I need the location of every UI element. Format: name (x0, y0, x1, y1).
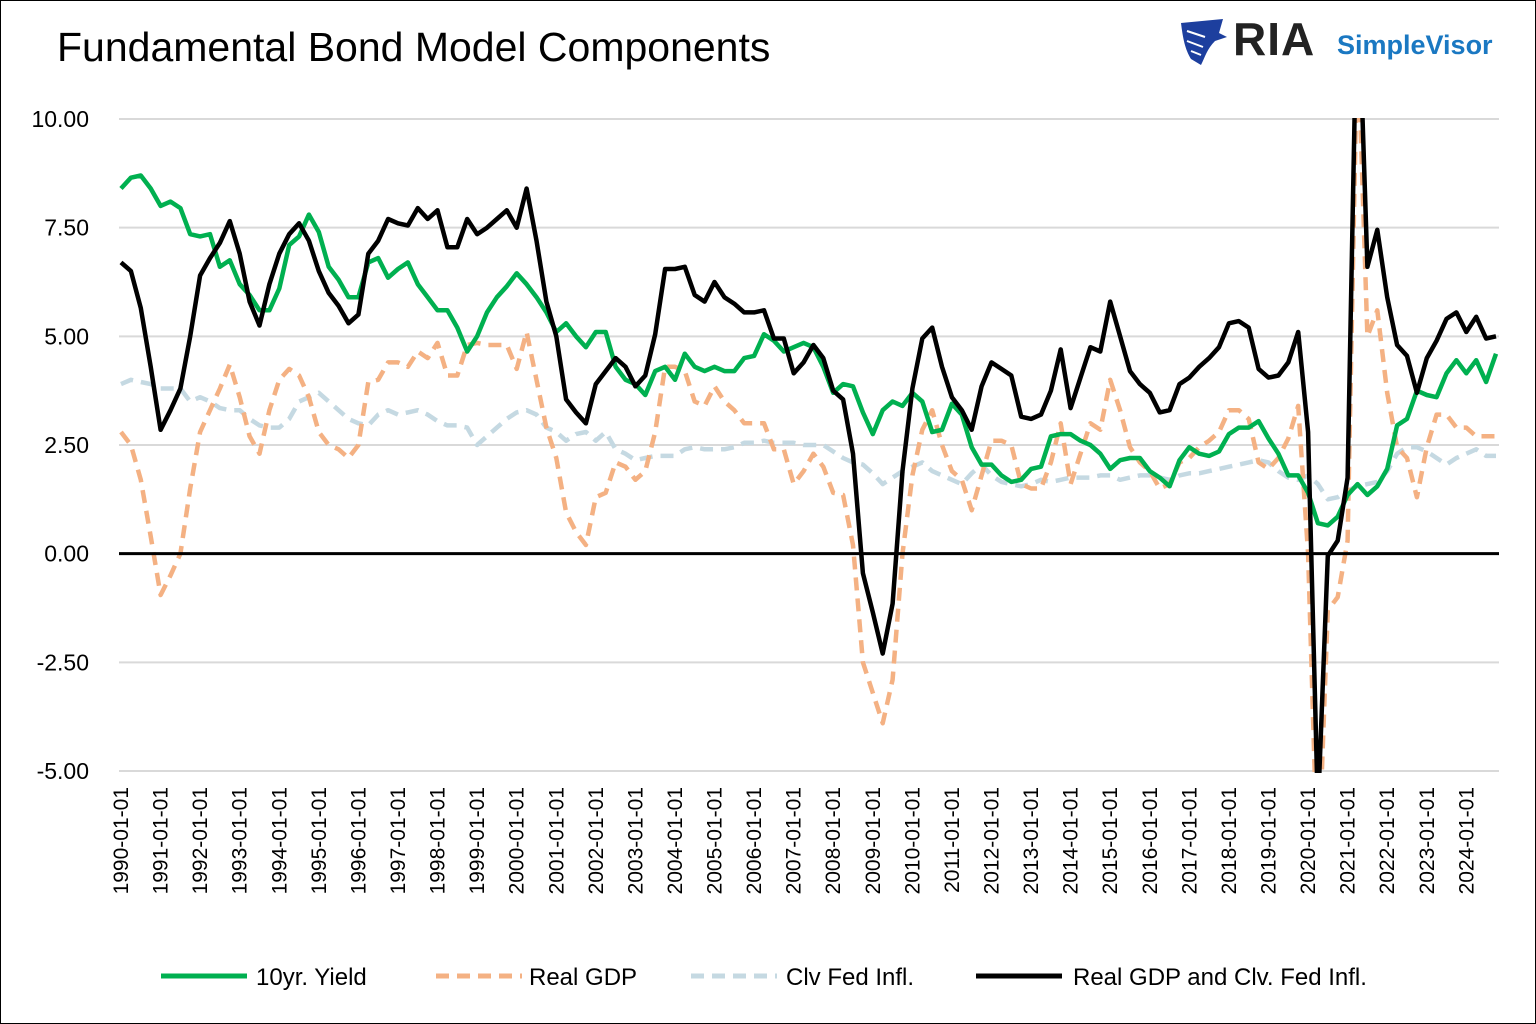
x-tick-label: 1997-01-01 (387, 787, 410, 894)
x-tick-label: 2012-01-01 (981, 787, 1004, 894)
x-tick-label: 1994-01-01 (268, 787, 291, 894)
series-points (120, 310, 1497, 724)
legend-label: Real GDP and Clv. Fed Infl. (1073, 964, 1367, 991)
legend-label: Clv Fed Infl. (786, 964, 914, 991)
legend-item: Real GDP (436, 964, 637, 991)
x-tick-label: 2023-01-01 (1416, 787, 1439, 894)
x-tick-label: 2019-01-01 (1257, 787, 1280, 894)
x-tick-label: 2005-01-01 (704, 787, 727, 894)
x-tick-label: 1993-01-01 (229, 787, 252, 894)
legend-item: 10yr. Yield (161, 964, 367, 991)
y-tick-label: -2.50 (37, 649, 89, 675)
y-tick-label: 5.00 (44, 323, 89, 349)
gridlines (119, 118, 1499, 772)
y-tick-label: 2.50 (44, 432, 89, 458)
eagle-icon (1181, 19, 1227, 65)
x-tick-label: 2020-01-01 (1297, 787, 1320, 894)
x-tick-label: 1991-01-01 (150, 787, 173, 894)
series-group (119, 118, 1499, 773)
x-tick-label: 2015-01-01 (1099, 787, 1122, 894)
x-tick-label: 2001-01-01 (545, 787, 568, 894)
series-points (120, 188, 1497, 654)
x-tick-label: 2003-01-01 (624, 787, 647, 894)
x-tick-label: 1992-01-01 (189, 787, 212, 894)
series-line-10yr-yield (119, 173, 1499, 528)
legend-item: Real GDP and Clv. Fed Infl. (976, 964, 1367, 991)
x-tick-label: 1996-01-01 (347, 787, 370, 894)
x-tick-label: 1995-01-01 (308, 787, 331, 894)
x-tick-label: 1998-01-01 (427, 787, 450, 894)
x-tick-label: 2021-01-01 (1337, 787, 1360, 894)
x-tick-label: 2017-01-01 (1178, 787, 1201, 894)
x-tick-label: 2004-01-01 (664, 787, 687, 894)
logo-product: SimpleVisor (1337, 30, 1493, 60)
chart-title: Fundamental Bond Model Components (57, 24, 770, 70)
x-tick-label: 2006-01-01 (743, 787, 766, 894)
y-axis: 10.00 7.50 5.00 2.50 0.00 -2.50 -5.00 (31, 106, 89, 784)
x-tick-label: 2024-01-01 (1455, 787, 1478, 894)
x-tick-label: 2009-01-01 (862, 787, 885, 894)
x-tick-label: 2014-01-01 (1060, 787, 1083, 894)
x-tick-label: 2007-01-01 (783, 787, 806, 894)
logo: RIA SimpleVisor (1181, 13, 1493, 65)
x-tick-label: 2022-01-01 (1376, 787, 1399, 894)
x-tick-label: 2018-01-01 (1218, 787, 1241, 894)
legend-label: 10yr. Yield (256, 964, 367, 991)
legend-item: Clv Fed Infl. (691, 964, 914, 991)
x-tick-label: 2002-01-01 (585, 787, 608, 894)
logo-brand: RIA (1233, 13, 1315, 65)
y-tick-label: 7.50 (44, 215, 89, 241)
x-axis: 1990-01-01 1991-01-01 1992-01-01 1993-01-01… (110, 787, 1478, 894)
x-tick-label: 2011-01-01 (941, 787, 964, 893)
x-tick-label: 1999-01-01 (466, 787, 489, 894)
series-line-real-gdp (119, 118, 1496, 773)
x-tick-label: 2010-01-01 (901, 787, 924, 894)
y-tick-label: -5.00 (37, 758, 89, 784)
y-tick-label: 0.00 (44, 541, 89, 567)
x-tick-label: 1990-01-01 (110, 787, 133, 894)
series-line-clv-fed-infl (120, 377, 1496, 502)
legend-label: Real GDP (529, 964, 637, 991)
series-line-real-gdp-and-clv-fed-infl (119, 118, 1497, 773)
x-tick-label: 2016-01-01 (1139, 787, 1162, 894)
series-points (120, 175, 1497, 526)
x-tick-label: 2000-01-01 (506, 787, 529, 894)
x-tick-label: 2013-01-01 (1020, 787, 1043, 894)
legend: 10yr. Yield Real GDP Clv Fed Infl. Real GDP… (161, 964, 1367, 991)
y-tick-label: 10.00 (31, 106, 89, 132)
x-tick-label: 2008-01-01 (822, 787, 845, 894)
